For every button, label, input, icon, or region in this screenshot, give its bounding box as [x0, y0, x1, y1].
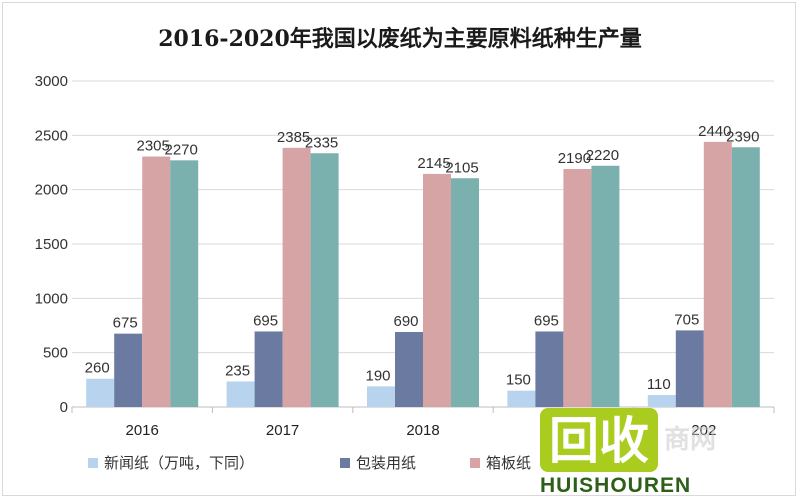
bar: [535, 331, 564, 407]
data-label: 2270: [165, 141, 198, 158]
data-label: 235: [225, 362, 250, 379]
bar: [114, 333, 143, 407]
data-label: 2105: [445, 159, 478, 176]
legend-label: 箱板纸: [486, 454, 531, 472]
y-tick-label: 1500: [35, 236, 68, 253]
bars: [86, 141, 760, 407]
x-tick-label: 2018: [406, 422, 439, 439]
data-label: 2190: [558, 150, 591, 167]
y-tick-label: 2500: [35, 127, 68, 144]
bar: [170, 160, 199, 407]
bar: [142, 156, 171, 407]
legend: 新闻纸（万吨，下同） 包装用纸 箱板纸: [88, 454, 610, 472]
data-label: 675: [113, 315, 138, 332]
watermark-cn-text: 回收: [549, 412, 649, 470]
y-tick-label: 0: [60, 399, 68, 416]
data-label: 695: [253, 312, 278, 329]
watermark-en-text: HUISHOUREN: [540, 474, 691, 496]
bar: [675, 330, 704, 407]
legend-swatch: [340, 458, 350, 468]
bar: [647, 395, 676, 407]
y-tick-label: 1000: [35, 290, 68, 307]
data-label: 150: [506, 372, 531, 389]
data-label: 110: [647, 376, 671, 393]
bar: [86, 378, 115, 407]
bar: [367, 386, 395, 407]
x-tick-label: 202: [691, 422, 716, 439]
bar: [451, 178, 479, 407]
watermark-side-text: 商网: [664, 424, 716, 455]
data-label: 260: [85, 360, 110, 377]
bar: [254, 331, 283, 407]
bar: [282, 147, 311, 407]
bar: [226, 381, 255, 407]
data-label: 2220: [586, 147, 619, 164]
data-label: 2440: [698, 123, 731, 140]
y-tick-label: 500: [43, 345, 68, 362]
data-label: 2385: [277, 129, 310, 146]
bar: [507, 390, 536, 407]
watermark-logo: 回收 商网 HUISHOUREN: [536, 404, 726, 497]
data-label: 690: [393, 313, 418, 330]
bar: [395, 332, 423, 407]
x-tick-label: 2016: [126, 422, 159, 439]
x-tick-label: 2017: [266, 422, 299, 439]
bar: [731, 147, 760, 407]
legend-label: 包装用纸: [356, 454, 416, 472]
y-tick-label: 3000: [35, 73, 68, 90]
data-label: 2305: [137, 138, 170, 155]
data-label: 705: [674, 311, 699, 328]
data-label: 2390: [726, 128, 759, 145]
data-label: 2145: [417, 155, 450, 172]
bar: [703, 141, 732, 407]
legend-label: 新闻纸（万吨，下同）: [104, 454, 254, 472]
chart-title: 2016-2020年我国以废纸为主要原料纸种生产量: [158, 26, 642, 52]
bar: [423, 173, 451, 407]
watermark-badge: [540, 408, 658, 472]
y-tick-label: 2000: [35, 182, 68, 199]
legend-swatch: [88, 458, 98, 468]
data-labels: 2606752305227023569523852335190690214521…: [85, 123, 760, 393]
bar: [310, 153, 339, 407]
data-label: 2335: [305, 134, 338, 151]
bar: [563, 169, 592, 407]
x-axis: 2016 2017 2018 202: [71, 407, 775, 439]
data-label: 190: [365, 367, 390, 384]
y-axis: 0 500 1000 1500 2000 2500 3000: [35, 73, 68, 416]
legend-swatch: [470, 458, 480, 468]
data-label: 695: [534, 312, 559, 329]
bar: [591, 165, 620, 407]
